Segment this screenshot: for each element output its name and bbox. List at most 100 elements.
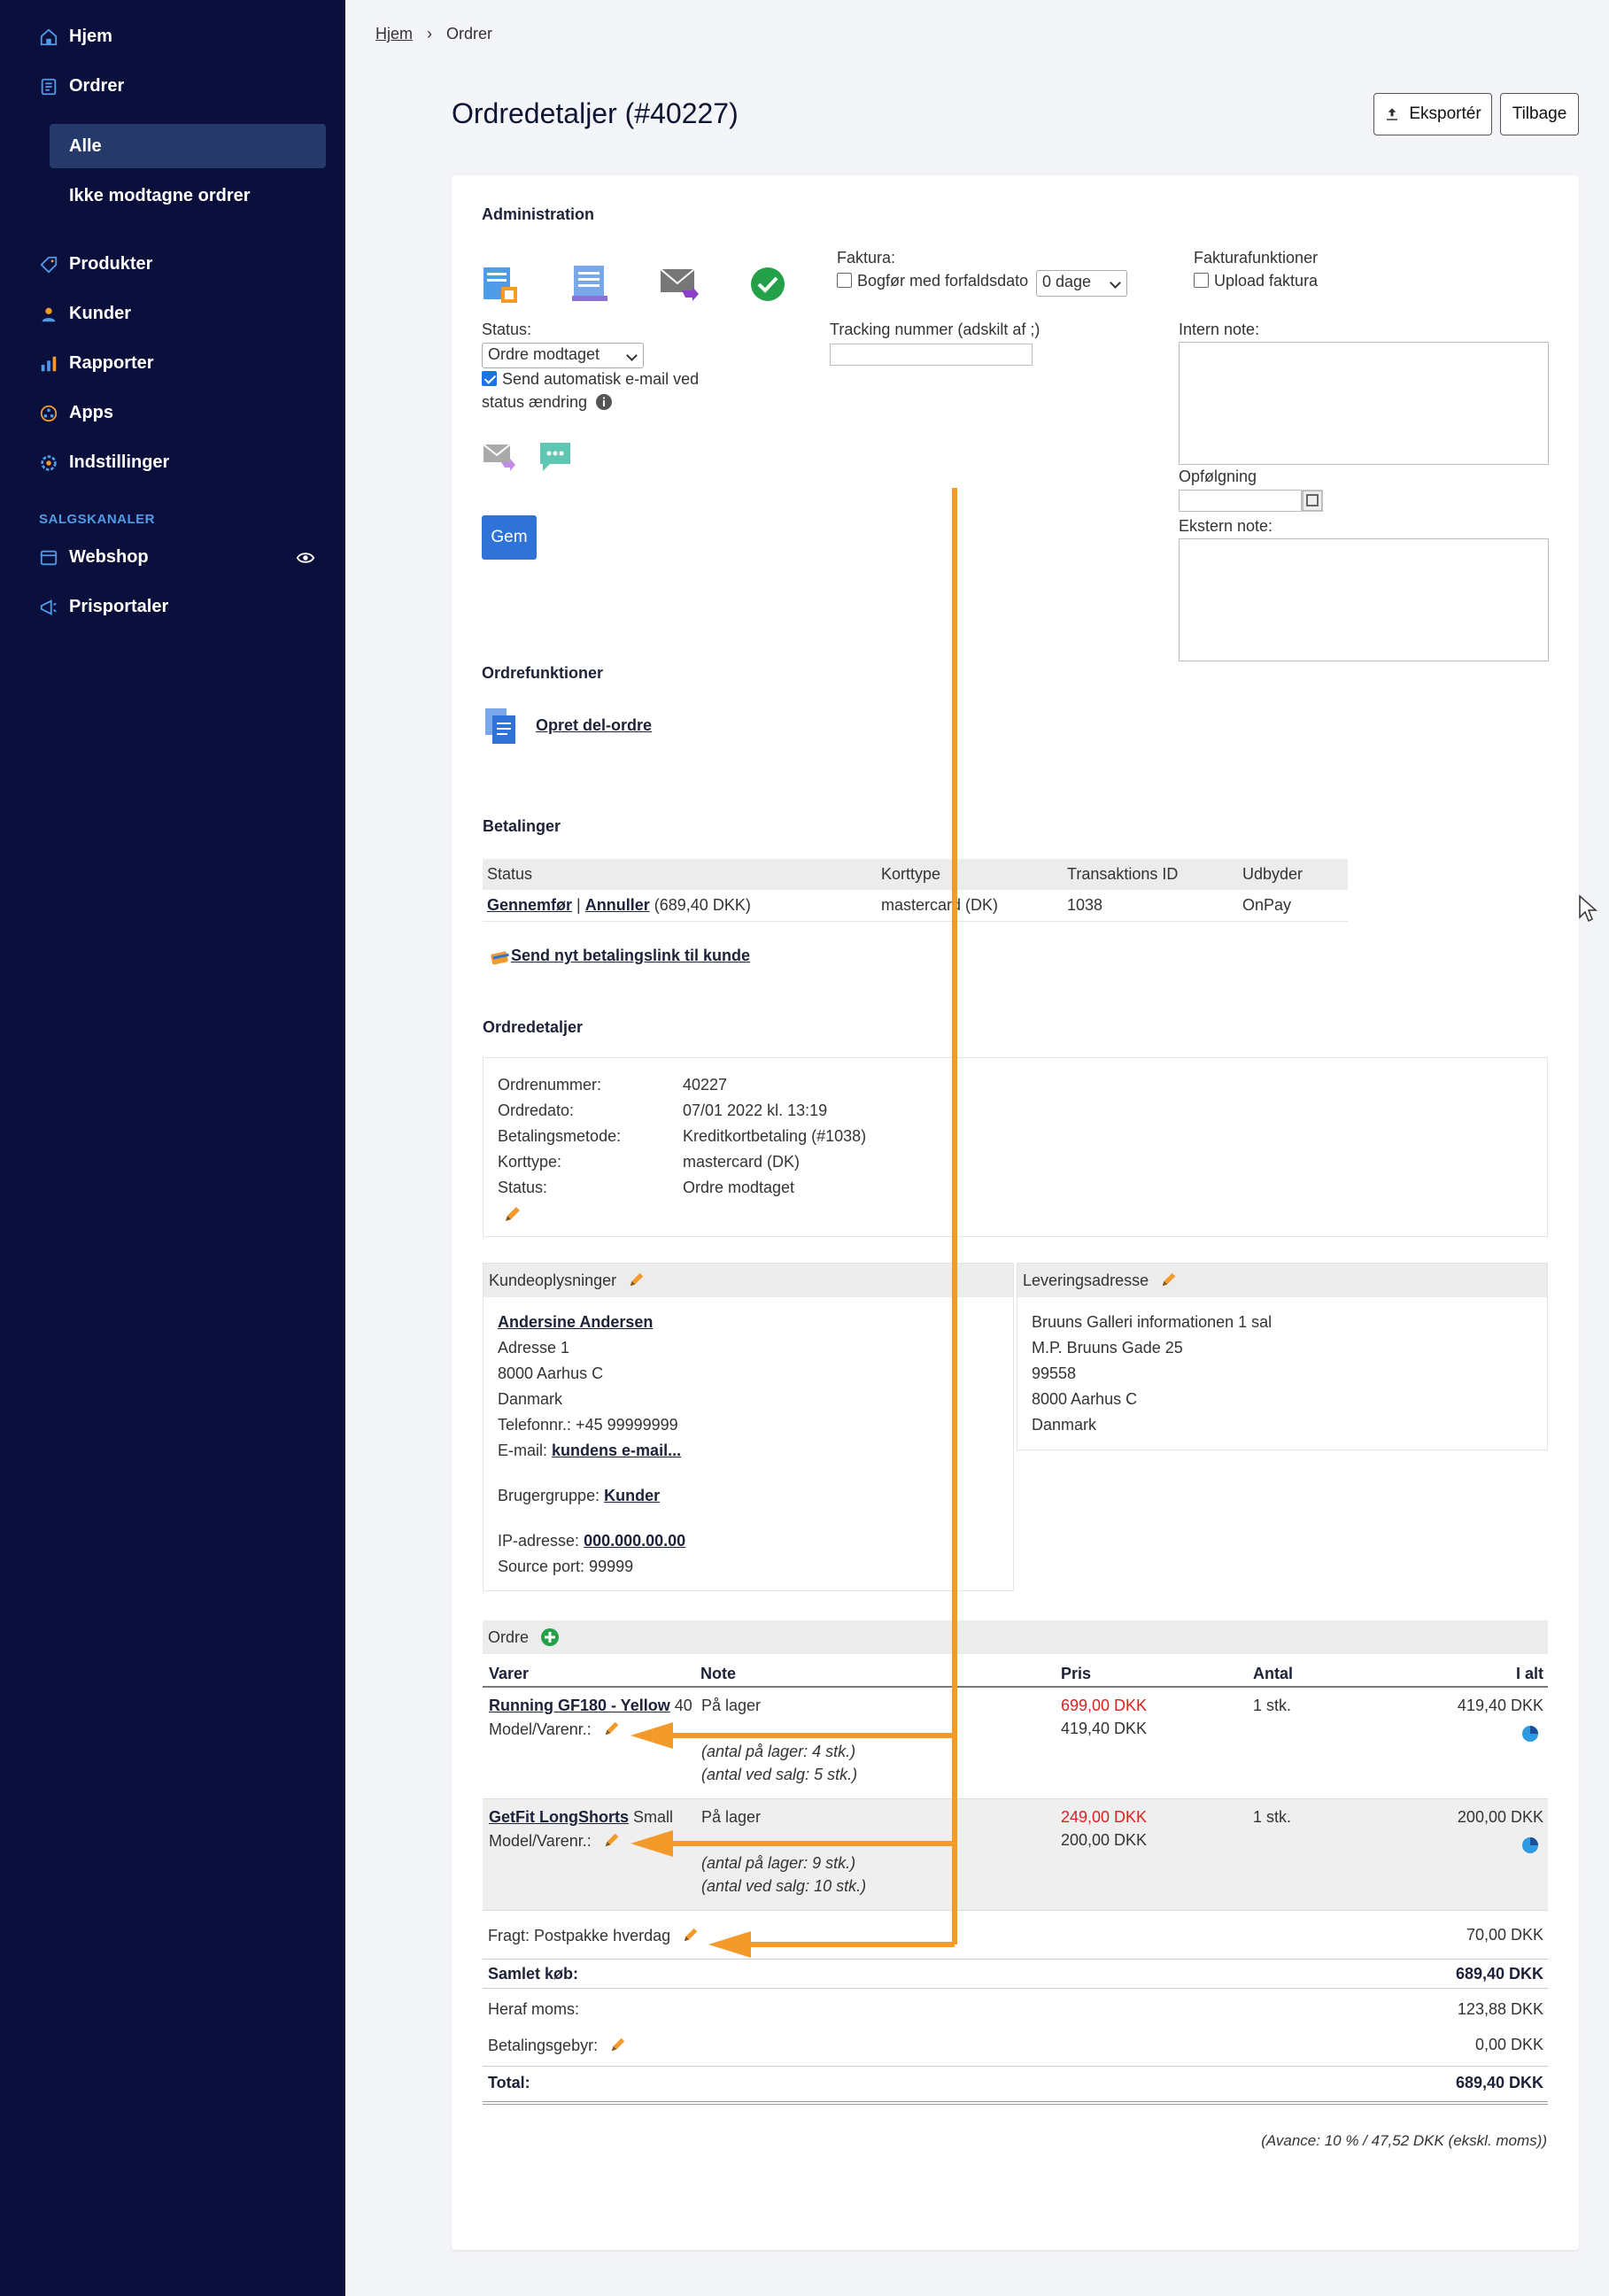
customer-name-link[interactable]: Andersine Andersen xyxy=(498,1313,654,1331)
packing-slip-icon[interactable] xyxy=(570,264,609,305)
shipping-value: 70,00 DKK xyxy=(1466,1926,1543,1944)
ordredetaljer-title: Ordredetaljer xyxy=(483,1018,584,1036)
edit-delivery-pencil-icon[interactable] xyxy=(1160,1271,1178,1288)
sidebar-subitem-ikke-modtagne[interactable]: Ikke modtagne ordrer xyxy=(50,174,326,218)
send-email-label-2: status ændring xyxy=(482,393,588,411)
sidebar-item-label: Apps xyxy=(69,403,113,422)
sidebar-item-indstillinger[interactable]: Indstillinger xyxy=(39,452,169,473)
field-label: Ordrenummer: xyxy=(498,1076,602,1094)
sidebar-item-apps[interactable]: Apps xyxy=(39,403,113,423)
status-select[interactable]: Ordre modtaget xyxy=(482,343,644,368)
breadcrumb-home-link[interactable]: Hjem xyxy=(375,25,414,43)
item-name-link[interactable]: GetFit LongShorts xyxy=(489,1808,629,1826)
table-row: GetFit LongShorts Small Model/Varenr.: P… xyxy=(483,1799,1548,1911)
send-email-checkbox[interactable] xyxy=(482,371,497,386)
sidebar-item-hjem[interactable]: Hjem xyxy=(39,27,112,47)
column-header: I alt xyxy=(1515,1665,1543,1682)
apps-icon xyxy=(40,405,58,421)
edit-shipping-pencil-icon[interactable] xyxy=(682,1926,700,1944)
item-variant: 40 xyxy=(674,1697,692,1714)
sidebar-item-label: Indstillinger xyxy=(69,452,170,472)
delivery-box: Leveringsadresse xyxy=(1017,1263,1548,1450)
email-forward-icon[interactable] xyxy=(659,264,700,305)
field-label: Korttype: xyxy=(498,1153,562,1171)
bogfor-checkbox-row[interactable]: Bogfør med forfaldsdato xyxy=(837,272,1028,290)
subtotal-label: Samlet køb: xyxy=(488,1965,579,1983)
status-value: Ordre modtaget xyxy=(488,345,600,363)
field-value: Ordre modtaget xyxy=(683,1179,795,1196)
sidebar-item-produkter[interactable]: Produkter xyxy=(39,254,152,274)
tracking-input[interactable] xyxy=(830,344,1033,366)
group-label: Brugergruppe: xyxy=(498,1487,600,1504)
create-sub-order-link[interactable]: Opret del-ordre xyxy=(536,716,653,734)
sidebar-item-label: Produkter xyxy=(69,254,153,274)
card-type-cell: mastercard (DK) xyxy=(877,890,1063,922)
customer-email-link[interactable]: kundens e-mail... xyxy=(552,1442,682,1459)
sidebar-item-label: Rapporter xyxy=(69,353,154,373)
info-icon[interactable] xyxy=(595,393,613,411)
edit-customer-pencil-icon[interactable] xyxy=(628,1271,646,1288)
edit-fee-pencil-icon[interactable] xyxy=(609,2036,627,2053)
sidebar-item-label: Ordrer xyxy=(69,76,125,96)
send-payment-link[interactable]: Send nyt betalingslink til kunde xyxy=(511,947,751,964)
complete-payment-link[interactable]: Gennemfør xyxy=(487,895,573,914)
sidebar-item-rapporter[interactable]: Rapporter xyxy=(39,353,154,374)
customer-ip-row: IP-adresse: 000.000.00.00 xyxy=(498,1528,685,1554)
sidebar-subitem-alle[interactable]: Alle xyxy=(50,124,326,168)
total-row: Total: 689,40 DKK xyxy=(483,2066,1548,2105)
customer-group-link[interactable]: Kunder xyxy=(604,1487,661,1504)
store-icon xyxy=(40,550,58,565)
provider-cell: OnPay xyxy=(1238,890,1348,922)
customer-city: 8000 Aarhus C xyxy=(498,1364,604,1382)
edit-item-pencil-icon[interactable] xyxy=(603,1720,621,1737)
column-header: Note xyxy=(700,1665,736,1682)
upload-faktura-row[interactable]: Upload faktura xyxy=(1194,272,1318,290)
invoice-icon[interactable] xyxy=(482,264,521,305)
eye-icon[interactable] xyxy=(296,548,315,568)
sidebar-item-kunder[interactable]: Kunder xyxy=(39,304,131,324)
send-email-row[interactable]: Send automatisk e-mail ved xyxy=(482,370,699,389)
intern-note-textarea[interactable] xyxy=(1179,342,1549,465)
customer-ip-link[interactable]: 000.000.00.00 xyxy=(584,1532,686,1550)
item-name-link[interactable]: Running GF180 - Yellow xyxy=(489,1697,670,1714)
save-button-label: Gem xyxy=(491,528,528,546)
sidebar-item-prisportaler[interactable]: Prisportaler xyxy=(39,597,168,617)
sub-order-icon[interactable] xyxy=(483,707,517,746)
order-header: Ordre xyxy=(483,1620,1548,1654)
calendar-icon[interactable] xyxy=(1302,490,1323,512)
export-button[interactable]: Eksportér xyxy=(1373,93,1492,135)
customer-box: Kundeoplysninger xyxy=(483,1263,1014,1591)
customer-phone: Telefonnr.: +45 99999999 xyxy=(498,1416,678,1434)
column-header: Udbyder xyxy=(1238,859,1348,890)
delivery-line: 99558 xyxy=(1032,1364,1077,1382)
sms-icon[interactable] xyxy=(538,440,573,474)
item-status-icon[interactable] xyxy=(1521,1836,1539,1854)
ekstern-note-textarea[interactable] xyxy=(1179,538,1549,661)
payments-table: Status Korttype Transaktions ID Udbyder … xyxy=(483,859,1348,922)
item-name-row: GetFit LongShorts Small xyxy=(489,1808,673,1827)
edit-status-pencil-icon[interactable] xyxy=(503,1204,522,1224)
column-header: Pris xyxy=(1061,1665,1092,1682)
save-button[interactable]: Gem xyxy=(482,515,537,560)
gear-icon xyxy=(41,454,57,471)
delivery-line: 8000 Aarhus C xyxy=(1032,1390,1138,1408)
sidebar-item-label: Prisportaler xyxy=(69,597,169,616)
order-details-values: 40227 07/01 2022 kl. 13:19 Kreditkortbet… xyxy=(683,1072,866,1201)
item-status-icon[interactable] xyxy=(1521,1725,1539,1743)
check-icon[interactable] xyxy=(749,266,786,303)
customer-address: Adresse 1 xyxy=(498,1339,570,1357)
opfolgning-date-input[interactable] xyxy=(1179,490,1302,512)
item-stock-sale: (antal ved salg: 5 stk.) xyxy=(701,1766,858,1783)
cancel-payment-link[interactable]: Annuller xyxy=(584,895,650,914)
customer-info: Andersine Andersen Adresse 1 8000 Aarhus… xyxy=(498,1310,685,1580)
back-button[interactable]: Tilbage xyxy=(1500,93,1579,135)
sidebar-item-webshop[interactable]: Webshop xyxy=(39,547,149,568)
order-details-labels: Ordrenummer: Ordredato: Betalingsmetode:… xyxy=(498,1072,621,1201)
add-item-icon[interactable] xyxy=(540,1627,560,1647)
edit-item-pencil-icon[interactable] xyxy=(603,1831,621,1849)
resend-email-icon[interactable] xyxy=(482,441,517,473)
sidebar-item-ordrer[interactable]: Ordrer xyxy=(39,76,124,97)
due-days-select[interactable]: 0 dage xyxy=(1036,270,1127,297)
upload-faktura-checkbox[interactable] xyxy=(1194,273,1209,288)
bogfor-checkbox[interactable] xyxy=(837,273,852,288)
